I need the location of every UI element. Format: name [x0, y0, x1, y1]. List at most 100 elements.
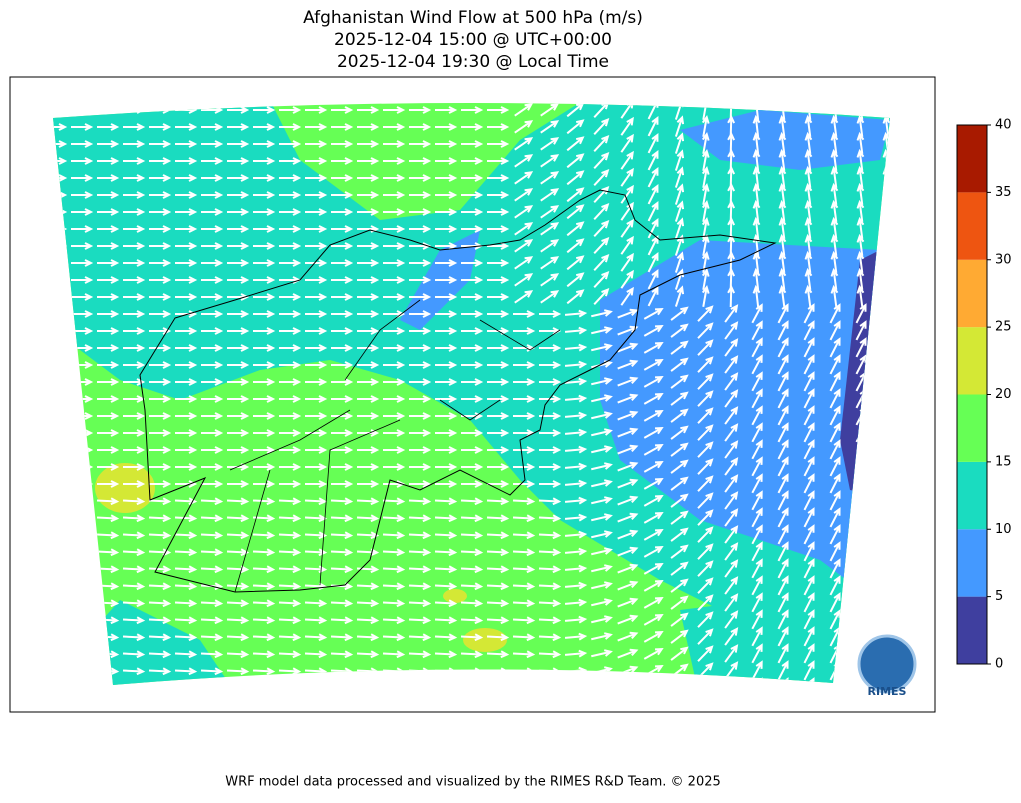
wind-arrow — [487, 140, 510, 148]
wind-arrow — [803, 558, 815, 579]
wind-arrow — [357, 429, 380, 437]
wind-arrow — [227, 395, 250, 403]
wind-arrow — [330, 633, 354, 642]
wind-arrow — [540, 120, 560, 134]
wind-arrow — [227, 191, 250, 199]
wind-arrow — [408, 616, 432, 625]
wind-arrow — [382, 497, 406, 506]
wind-arrow — [856, 148, 865, 172]
wind-arrow — [461, 480, 484, 488]
wind-arrow — [620, 269, 634, 289]
wind-arrow — [357, 327, 380, 335]
wind-arrow — [174, 531, 198, 540]
wind-arrow — [253, 140, 276, 148]
wind-arrow — [487, 412, 510, 420]
wind-arrow — [778, 114, 787, 138]
wind-arrow — [539, 344, 562, 352]
wind-arrow — [331, 395, 354, 403]
wind-arrow — [566, 255, 585, 271]
wind-arrow — [591, 649, 613, 658]
wind-arrow — [724, 372, 739, 391]
wind-arrow — [777, 524, 789, 545]
wind-arrow — [566, 238, 585, 254]
wind-arrow — [461, 208, 484, 216]
wind-arrow — [253, 157, 276, 165]
wind-arrow — [148, 616, 172, 625]
wind-arrow — [643, 495, 664, 507]
wind-arrow — [461, 361, 484, 369]
wind-arrow — [97, 344, 120, 352]
wind-arrow — [564, 360, 588, 369]
wind-arrow — [435, 480, 458, 488]
wind-arrow — [356, 514, 380, 523]
wind-arrow — [803, 660, 815, 681]
wind-arrow — [253, 293, 276, 301]
wind-arrow — [617, 631, 639, 642]
wind-arrow — [409, 259, 432, 267]
wind-arrow — [487, 480, 510, 488]
wind-arrow — [487, 157, 510, 165]
wind-arrow — [593, 169, 610, 187]
wind-arrow — [227, 208, 250, 216]
wind-arrow — [830, 114, 839, 138]
wind-arrow — [200, 548, 224, 557]
wind-arrow — [252, 531, 276, 540]
wind-arrow — [175, 123, 198, 131]
wind-arrow — [278, 582, 302, 591]
wind-arrow — [620, 286, 634, 306]
colorbar-band — [957, 461, 987, 530]
wind-arrow — [538, 582, 562, 591]
wind-arrow — [461, 174, 484, 182]
wind-arrow — [751, 422, 763, 443]
wind-arrow — [461, 344, 484, 352]
wind-arrow — [486, 650, 510, 659]
wind-arrow — [408, 514, 432, 523]
wind-arrow — [356, 599, 380, 608]
wind-arrow — [149, 208, 172, 216]
wind-arrow — [674, 251, 685, 273]
wind-arrow — [331, 106, 354, 114]
wind-arrow — [647, 167, 659, 188]
wind-arrow — [591, 377, 613, 386]
wind-arrow — [201, 446, 224, 454]
wind-arrow — [670, 340, 689, 355]
colorbar-band — [957, 259, 987, 328]
colorbar-tick-label: 15 — [995, 454, 1012, 469]
wind-arrow — [514, 273, 534, 287]
wind-arrow — [486, 565, 510, 574]
wind-arrow — [383, 259, 406, 267]
wind-arrow — [357, 157, 380, 165]
wind-arrow — [697, 645, 714, 662]
wind-arrow — [226, 514, 250, 523]
title-line: 2025-12-04 19:30 @ Local Time — [337, 52, 609, 72]
wind-arrow — [487, 310, 510, 318]
wind-arrow — [253, 208, 276, 216]
wind-arrow — [674, 217, 685, 239]
wind-arrow — [830, 250, 839, 274]
wind-arrow — [724, 491, 739, 510]
wind-arrow — [331, 480, 354, 488]
wind-arrow — [751, 490, 763, 511]
wind-arrow — [620, 116, 634, 136]
wind-arrow — [643, 444, 664, 456]
wind-arrow — [174, 565, 198, 574]
wind-arrow — [97, 480, 120, 488]
wind-arrow — [778, 199, 787, 223]
wind-arrow — [514, 120, 534, 134]
wind-arrow — [620, 218, 634, 238]
wind-arrow — [435, 208, 458, 216]
wind-arrow — [96, 531, 120, 540]
wind-arrow — [408, 650, 432, 659]
wind-arrow — [486, 531, 510, 540]
wind-arrow — [697, 305, 714, 322]
wind-arrow — [226, 531, 250, 540]
wind-arrow — [305, 395, 328, 403]
wind-arrow — [227, 327, 250, 335]
wind-arrow — [777, 456, 789, 477]
wind-arrow — [149, 395, 172, 403]
wind-arrow — [647, 133, 659, 154]
wind-arrow — [752, 182, 761, 206]
wind-arrow — [331, 429, 354, 437]
wind-arrow — [97, 225, 120, 233]
wind-arrow — [461, 140, 484, 148]
